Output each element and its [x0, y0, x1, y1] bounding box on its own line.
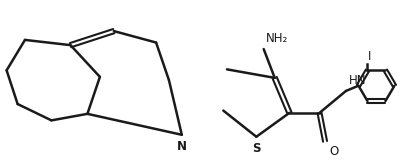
Text: O: O [329, 145, 338, 158]
Text: I: I [368, 50, 371, 63]
Text: N: N [177, 140, 187, 153]
Text: S: S [252, 142, 261, 155]
Text: HN: HN [349, 74, 366, 87]
Text: NH₂: NH₂ [266, 32, 288, 45]
